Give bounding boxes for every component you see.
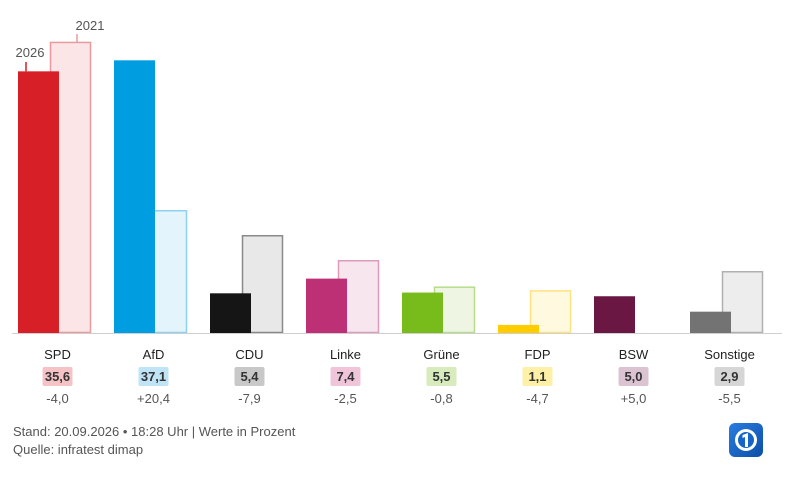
footer-source: Quelle: infratest dimap <box>13 442 144 457</box>
category-label-AfD: AfD <box>143 347 165 362</box>
value-label-Linke: 7,4 <box>336 369 355 384</box>
category-label-SPD: SPD <box>44 347 71 362</box>
value-badge-Sonstige <box>714 367 745 386</box>
diff-label-AfD: +20,4 <box>137 391 170 406</box>
value-badge-SPD <box>42 367 73 386</box>
value-label-SPD: 35,6 <box>45 369 70 384</box>
value-badge-Linke <box>330 367 361 386</box>
diff-label-Grüne: -0,8 <box>430 391 452 406</box>
diff-label-Sonstige: -5,5 <box>718 391 740 406</box>
tagesschau-logo-icon <box>729 423 763 457</box>
value-label-Grüne: 5,5 <box>432 369 450 384</box>
category-label-FDP: FDP <box>525 347 551 362</box>
value-badge-BSW <box>618 367 649 386</box>
value-label-FDP: 1,1 <box>528 369 546 384</box>
diff-label-FDP: -4,7 <box>526 391 548 406</box>
diff-label-Linke: -2,5 <box>334 391 356 406</box>
value-badge-CDU <box>234 367 265 386</box>
value-label-Sonstige: 2,9 <box>720 369 738 384</box>
value-badge-Grüne <box>426 367 457 386</box>
diff-label-BSW: +5,0 <box>621 391 647 406</box>
bar-2026-AfD <box>114 60 155 333</box>
value-badge-AfD <box>138 367 169 386</box>
diff-label-SPD: -4,0 <box>46 391 68 406</box>
bar-2026-Sonstige <box>690 311 731 333</box>
value-label-AfD: 37,1 <box>141 369 166 384</box>
series-label-2026: 2026 <box>16 45 45 60</box>
bar-2026-FDP <box>498 324 539 333</box>
footer: Stand: 20.09.2026 • 18:28 Uhr | Werte in… <box>13 423 295 459</box>
category-label-Grüne: Grüne <box>423 347 459 362</box>
category-label-CDU: CDU <box>235 347 263 362</box>
bar-2026-CDU <box>210 293 251 333</box>
bar-chart: SPD 35,6 -4,0 AfD 37,1 +20,4 CDU 5,4 -7,9 Linke 7,… <box>12 18 782 406</box>
category-label-BSW: BSW <box>619 347 649 362</box>
diff-label-CDU: -7,9 <box>238 391 260 406</box>
bar-2026-BSW <box>594 296 635 333</box>
value-badge-FDP <box>522 367 553 386</box>
bar-2026-SPD <box>18 71 59 333</box>
footer-stand: Stand: 20.09.2026 • 18:28 Uhr | Werte in… <box>13 424 296 439</box>
value-label-BSW: 5,0 <box>624 369 642 384</box>
series-label-2021: 2021 <box>76 18 105 33</box>
category-label-Linke: Linke <box>330 347 361 362</box>
bar-2026-Grüne <box>402 292 443 333</box>
bar-2026-Linke <box>306 278 347 333</box>
category-label-Sonstige: Sonstige <box>704 347 755 362</box>
value-label-CDU: 5,4 <box>240 369 259 384</box>
